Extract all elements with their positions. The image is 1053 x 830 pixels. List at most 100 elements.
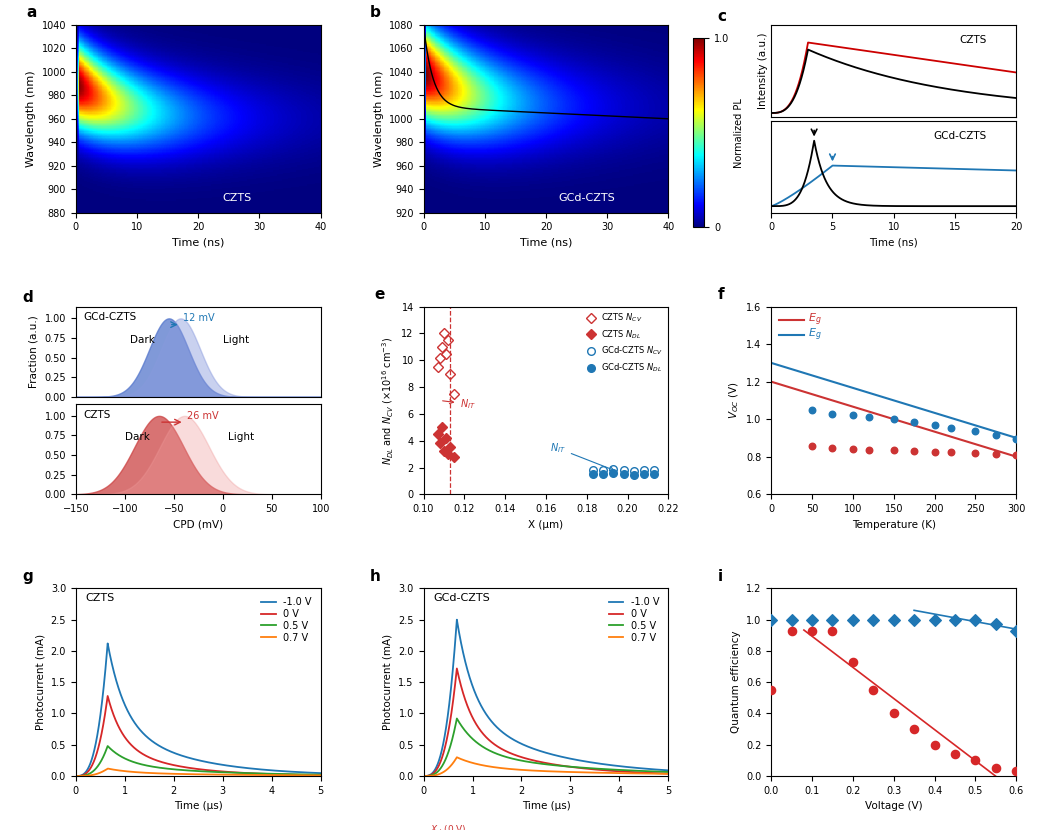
- Line: GCd-CZTS $N_{DL}$: GCd-CZTS $N_{DL}$: [589, 469, 658, 479]
- 0.7 V: [307, 770, 320, 780]
- Point: [845, 442, 861, 456]
- 0.5 V: [430, 768, 442, 778]
- CZTS $N_{CV}$: [441, 335, 454, 345]
- GCd-CZTS $N_{DL}$: [597, 469, 610, 479]
- GCd-CZTS $N_{CV}$: [617, 466, 630, 476]
- 0 V: [82, 766, 95, 776]
- 0.5 V: [262, 769, 275, 779]
- Text: $E_g$: $E_g$: [808, 326, 821, 343]
- -1.0 V: [307, 768, 320, 778]
- Point: [988, 762, 1005, 775]
- 0.7 V: [417, 771, 430, 781]
- Point: [906, 416, 922, 429]
- CZTS $N_{CV}$: [436, 342, 449, 352]
- Point: [988, 618, 1005, 631]
- Text: $N_{IT}$: $N_{IT}$: [550, 442, 614, 471]
- Y-axis label: Wavelength (nm): Wavelength (nm): [374, 71, 383, 167]
- 0 V: [662, 769, 675, 779]
- X-axis label: Time (μs): Time (μs): [174, 801, 222, 812]
- Text: CZTS: CZTS: [85, 593, 115, 603]
- Text: Dark: Dark: [125, 432, 150, 442]
- 0.7 V: [610, 768, 622, 778]
- 0 V: [188, 764, 201, 774]
- Line: 0 V: 0 V: [76, 696, 321, 776]
- 0.5 V: [662, 767, 675, 777]
- -1.0 V: [82, 763, 95, 773]
- 0.7 V: [655, 769, 668, 779]
- 0.5 V: [315, 769, 327, 779]
- Text: e: e: [375, 287, 385, 302]
- CZTS $N_{CV}$: [443, 369, 456, 378]
- Text: $X_d$ (0 V): $X_d$ (0 V): [430, 823, 466, 830]
- -1.0 V: [262, 765, 275, 775]
- Point: [865, 683, 881, 696]
- -1.0 V: [430, 763, 442, 773]
- X-axis label: Time (μs): Time (μs): [521, 801, 571, 812]
- Y-axis label: Photocurrent (mA): Photocurrent (mA): [35, 634, 45, 730]
- 0.5 V: [530, 758, 542, 768]
- Point: [845, 655, 861, 668]
- 0.5 V: [417, 771, 430, 781]
- CZTS $N_{CV}$: [440, 349, 453, 359]
- Text: 26 mV: 26 mV: [186, 411, 218, 421]
- Point: [803, 624, 820, 637]
- CZTS $N_{DL}$: [434, 438, 446, 448]
- 0.7 V: [315, 770, 327, 780]
- Point: [906, 444, 922, 457]
- Text: Light: Light: [223, 334, 249, 344]
- 0 V: [315, 770, 327, 780]
- GCd-CZTS $N_{DL}$: [587, 469, 599, 479]
- 0 V: [610, 766, 622, 776]
- -1.0 V: [655, 765, 668, 775]
- Line: GCd-CZTS $N_{CV}$: GCd-CZTS $N_{CV}$: [589, 465, 658, 475]
- Legend: CZTS $N_{CV}$, CZTS $N_{DL}$, GCd-CZTS $N_{CV}$, GCd-CZTS $N_{DL}$: CZTS $N_{CV}$, CZTS $N_{DL}$, GCd-CZTS $…: [579, 308, 667, 378]
- CZTS $N_{CV}$: [438, 329, 451, 339]
- 0 V: [451, 663, 463, 673]
- GCd-CZTS $N_{DL}$: [638, 469, 651, 479]
- Point: [926, 738, 942, 751]
- Point: [824, 613, 841, 626]
- Line: -1.0 V: -1.0 V: [76, 643, 321, 776]
- Point: [967, 613, 984, 626]
- 0.5 V: [101, 741, 114, 751]
- Text: GCd-CZTS: GCd-CZTS: [558, 193, 615, 203]
- Point: [824, 442, 841, 455]
- Point: [947, 613, 963, 626]
- Point: [1008, 764, 1025, 778]
- 0.5 V: [307, 769, 320, 779]
- 0 V: [417, 771, 430, 781]
- 0 V: [262, 769, 275, 779]
- Point: [988, 447, 1005, 461]
- CZTS $N_{DL}$: [441, 449, 454, 459]
- CZTS $N_{CV}$: [448, 388, 460, 398]
- 0.7 V: [82, 770, 95, 780]
- Text: b: b: [370, 5, 380, 21]
- Point: [1008, 624, 1025, 637]
- Point: [926, 445, 942, 458]
- Line: CZTS $N_{DL}$: CZTS $N_{DL}$: [434, 423, 458, 461]
- Line: 0.7 V: 0.7 V: [423, 757, 669, 776]
- -1.0 V: [315, 768, 327, 778]
- 0.7 V: [430, 770, 442, 780]
- -1.0 V: [188, 754, 201, 764]
- X-axis label: Time (ns): Time (ns): [870, 238, 918, 248]
- Point: [762, 613, 779, 626]
- Text: CZTS: CZTS: [959, 35, 987, 45]
- CZTS $N_{DL}$: [443, 442, 456, 452]
- Point: [988, 428, 1005, 442]
- Point: [803, 440, 820, 453]
- 0 V: [307, 770, 320, 780]
- Line: CZTS $N_{CV}$: CZTS $N_{CV}$: [434, 330, 458, 398]
- 0.5 V: [188, 766, 201, 776]
- Y-axis label: Fraction (a.u.): Fraction (a.u.): [28, 315, 39, 388]
- Y-axis label: $N_{DL}$ and $N_{CV}$ (×10$^{16}$ cm$^{-3}$): $N_{DL}$ and $N_{CV}$ (×10$^{16}$ cm$^{-…: [380, 336, 396, 465]
- Line: 0 V: 0 V: [423, 668, 669, 776]
- GCd-CZTS $N_{DL}$: [648, 469, 660, 479]
- X-axis label: Temperature (K): Temperature (K): [852, 520, 936, 530]
- -1.0 V: [536, 747, 549, 757]
- Point: [926, 418, 942, 432]
- 0.7 V: [69, 771, 82, 781]
- Y-axis label: Intensity (a.u.): Intensity (a.u.): [758, 32, 769, 109]
- Y-axis label: Wavelength (nm): Wavelength (nm): [26, 71, 36, 167]
- Point: [947, 748, 963, 761]
